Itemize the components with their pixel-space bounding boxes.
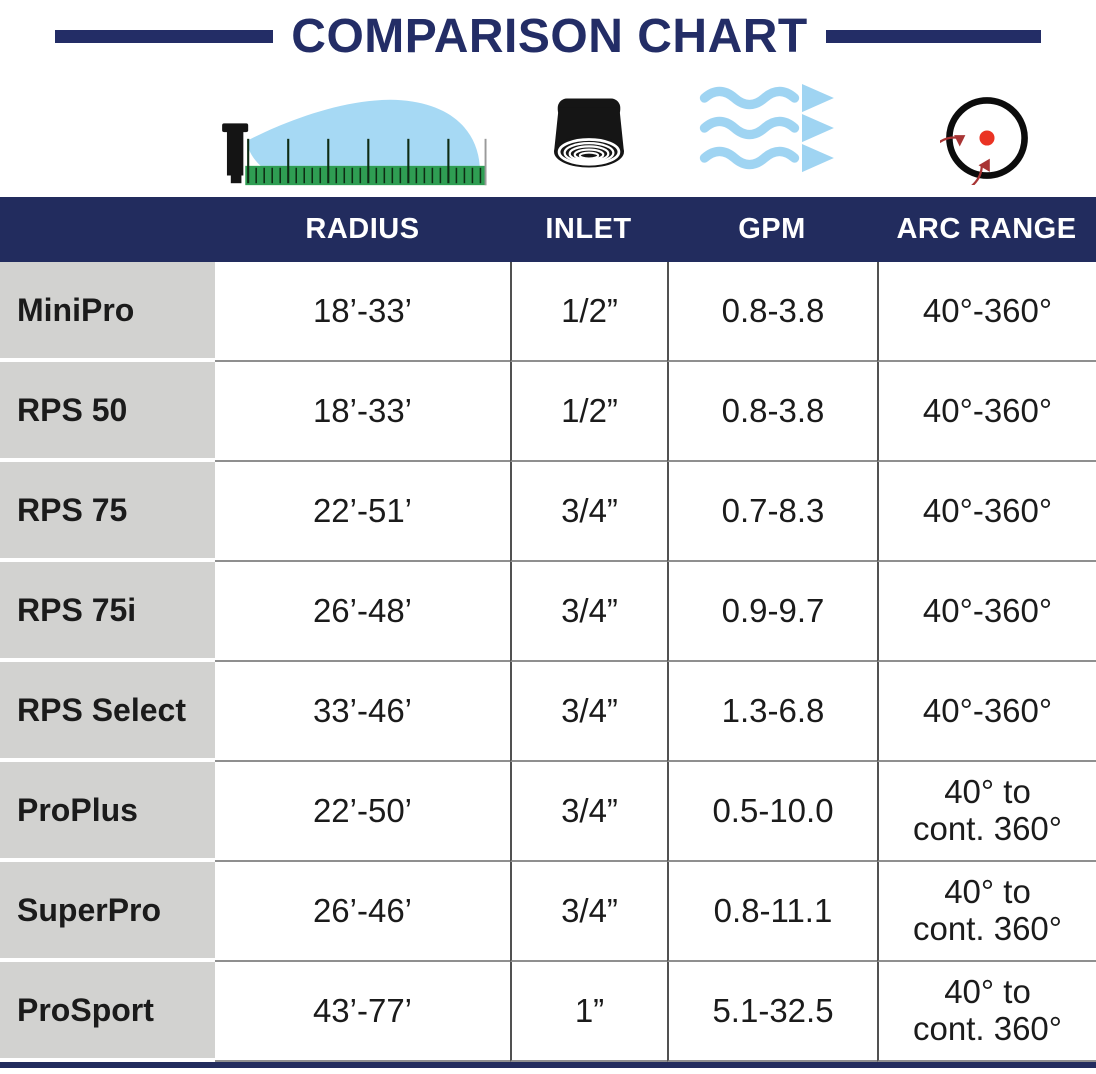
inlet-value: 1” [510,962,667,1062]
radius-value: 33’-46’ [215,662,510,762]
arc-line1: 40°-360° [922,491,1053,529]
row-label: RPS Select [0,662,215,762]
bottom-rule [0,1062,1096,1068]
arc-range-icon [877,91,1096,197]
arc-value: 40°-360° [877,462,1096,562]
arc-line1: 40°-360° [922,591,1053,629]
row-label: SuperPro [0,862,215,962]
arc-value: 40° to cont. 360° [877,862,1096,962]
gpm-icon [667,81,877,197]
arc-line2: cont. 360° [913,1010,1062,1047]
radius-value: 26’-48’ [215,562,510,662]
threaded-cap-graphic [553,98,624,168]
arc-line1: 40° to [944,973,1031,1011]
arc-line1: 40°-360° [922,691,1053,729]
header-inlet: INLET [545,213,632,245]
row-label: RPS 50 [0,362,215,462]
row-label: RPS 75i [0,562,215,662]
title-rule-left [55,29,274,43]
header-gpm: GPM [738,213,806,245]
row-label: ProPlus [0,762,215,862]
row-label: MiniPro [0,262,215,362]
arc-line1: 40°-360° [922,391,1053,429]
inlet-value: 3/4” [510,662,667,762]
gpm-value: 0.8-11.1 [667,862,877,962]
gpm-value: 0.5-10.0 [667,762,877,862]
arc-value: 40°-360° [877,562,1096,662]
radius-value: 18’-33’ [215,362,510,462]
arc-value: 40°-360° [877,362,1096,462]
title-rule-right [825,29,1041,43]
arc-line2: cont. 360° [913,810,1062,847]
gpm-value: 0.8-3.8 [667,362,877,462]
inlet-value: 1/2” [510,362,667,462]
inlet-value: 3/4” [510,762,667,862]
inlet-icon [510,93,667,197]
arc-line2: cont. 360° [913,910,1062,947]
page-title: COMPARISON CHART [291,9,808,63]
title-row: COMPARISON CHART [0,6,1096,66]
radius-value: 22’-51’ [215,462,510,562]
radius-value: 22’-50’ [215,762,510,862]
sprinkler-spray-ruler-graphic [221,99,487,186]
gpm-value: 0.8-3.8 [667,262,877,362]
comparison-table-body: MiniPro 18’-33’ 1/2” 0.8-3.8 40°-360° RP… [0,262,1096,1062]
inlet-value: 3/4” [510,862,667,962]
gpm-value: 1.3-6.8 [667,662,877,762]
radius-icon [215,79,510,197]
row-label: ProSport [0,962,215,1062]
radius-value: 18’-33’ [215,262,510,362]
gpm-value: 0.9-9.7 [667,562,877,662]
radius-value: 26’-46’ [215,862,510,962]
arc-value: 40° to cont. 360° [877,762,1096,862]
gpm-value: 5.1-32.5 [667,962,877,1062]
arc-line1: 40° to [944,873,1031,911]
inlet-value: 1/2” [510,262,667,362]
arc-value: 40° to cont. 360° [877,962,1096,1062]
gpm-value: 0.7-8.3 [667,462,877,562]
arc-line1: 40°-360° [922,291,1053,329]
header-arc-range: ARC RANGE [896,213,1077,245]
table-header-row: RADIUS INLET GPM ARC RANGE [0,197,1096,262]
header-radius: RADIUS [305,213,420,245]
arc-value: 40°-360° [877,262,1096,362]
inlet-value: 3/4” [510,462,667,562]
inlet-value: 3/4” [510,562,667,662]
arc-line1: 40° to [944,773,1031,811]
column-icons-row [0,66,1096,197]
row-label: RPS 75 [0,462,215,562]
rotation-arc-graphic [939,97,1028,185]
radius-value: 43’-77’ [215,962,510,1062]
flow-waves-graphic [699,83,834,173]
arc-value: 40°-360° [877,662,1096,762]
